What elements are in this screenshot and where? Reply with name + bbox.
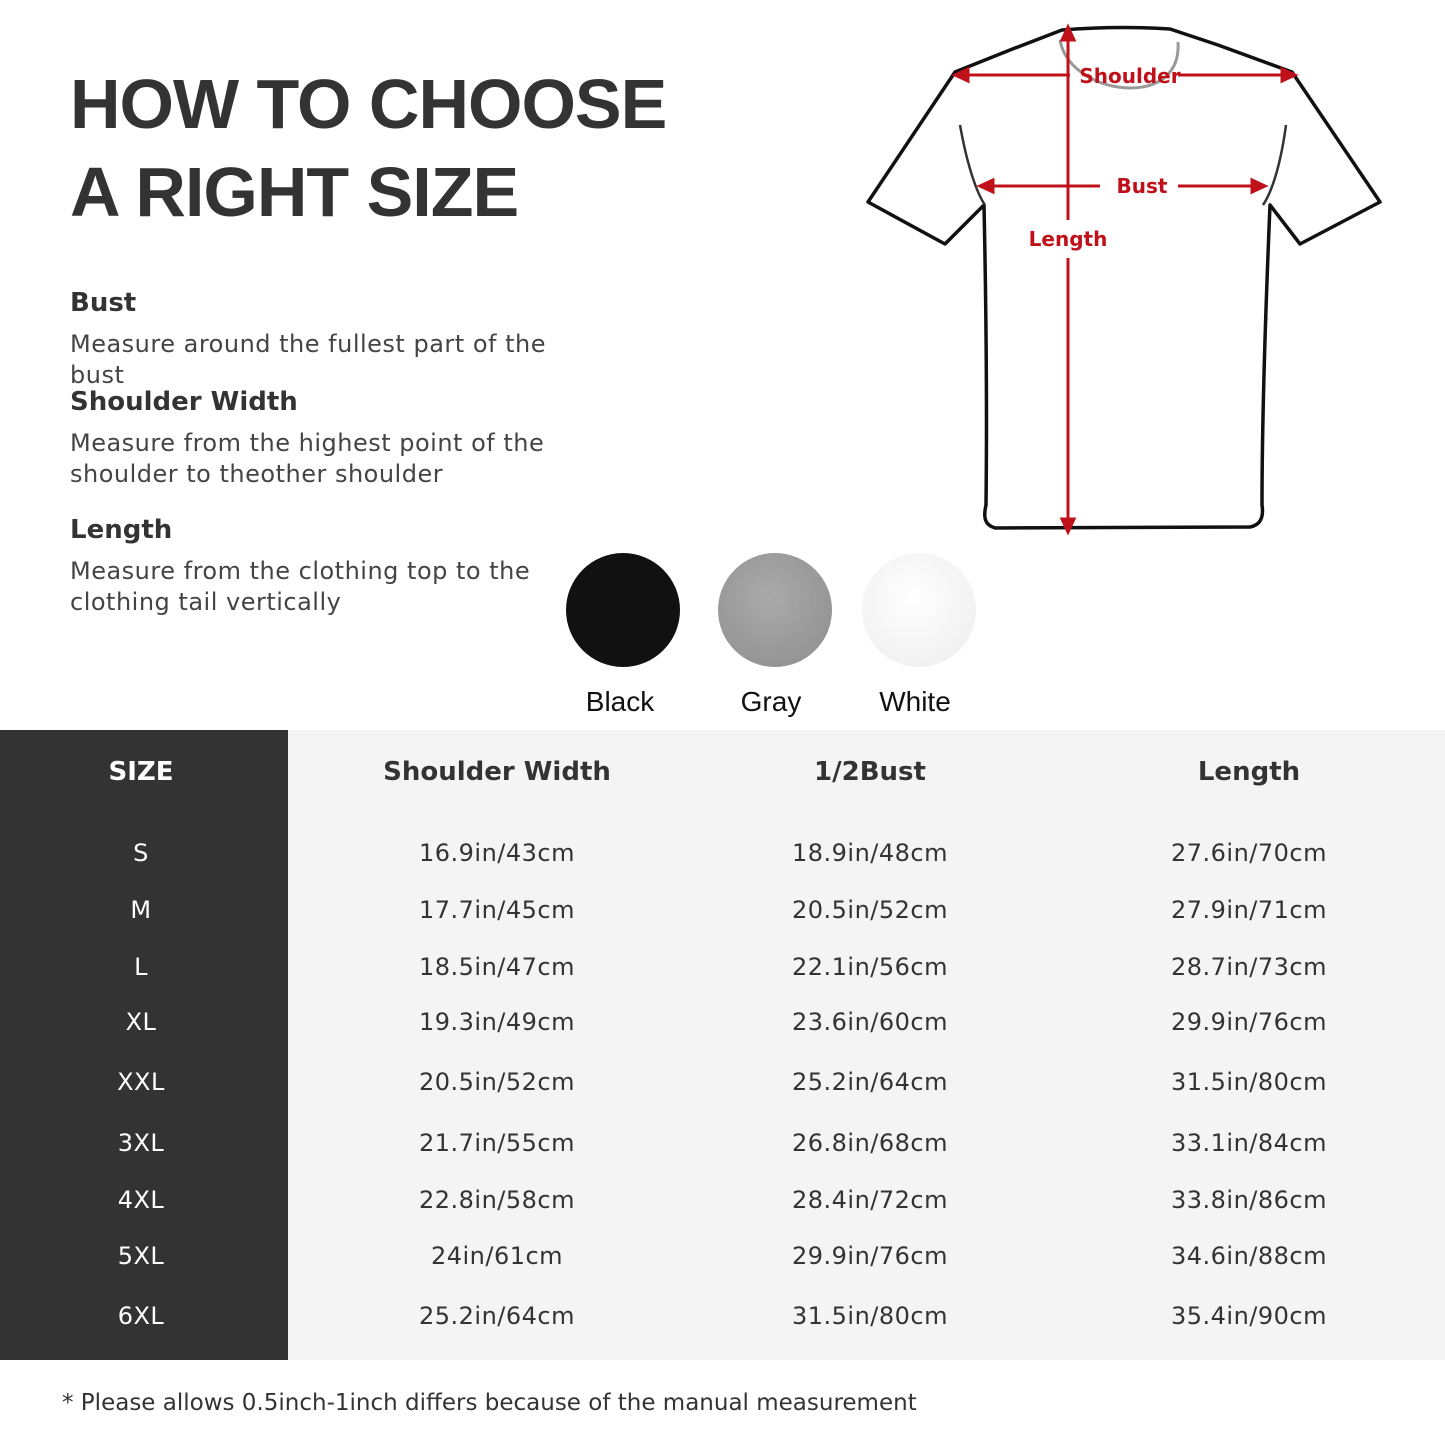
cell-size: 6XL <box>117 1302 165 1330</box>
cell-length: 29.9in/76cm <box>1170 1008 1328 1036</box>
cell-half-bust: 20.5in/52cm <box>791 896 949 924</box>
cell-shoulder-width: 16.9in/43cm <box>418 839 576 867</box>
cell-length: 28.7in/73cm <box>1170 953 1328 981</box>
cell-half-bust: 23.6in/60cm <box>791 1008 949 1036</box>
cell-half-bust: 31.5in/80cm <box>791 1302 949 1330</box>
cell-shoulder-width: 22.8in/58cm <box>418 1186 576 1214</box>
header-size: SIZE <box>108 757 174 787</box>
cell-size: XL <box>125 1008 157 1036</box>
bust-text: Measure around the fullest part of the b… <box>70 330 546 389</box>
measurement-note: * Please allows 0.5inch-1inch differs be… <box>62 1390 917 1416</box>
size-column: SIZE S M L XL XXL 3XL 4XL 5XL 6XL <box>0 730 288 1360</box>
header-half-bust: 1/2Bust <box>814 757 926 787</box>
cell-length: 33.8in/86cm <box>1170 1186 1328 1214</box>
cell-half-bust: 22.1in/56cm <box>791 953 949 981</box>
cell-length: 27.9in/71cm <box>1170 896 1328 924</box>
header-shoulder-width: Shoulder Width <box>383 757 611 787</box>
cell-shoulder-width: 20.5in/52cm <box>418 1068 576 1096</box>
length-heading: Length <box>70 515 173 545</box>
cell-half-bust: 26.8in/68cm <box>791 1129 949 1157</box>
cell-half-bust: 29.9in/76cm <box>791 1242 949 1270</box>
diagram-length-label: Length <box>1029 227 1108 251</box>
color-swatch-white[interactable] <box>862 553 976 667</box>
color-swatch-black[interactable] <box>566 553 680 667</box>
tshirt-outline <box>866 25 1382 530</box>
header-length: Length <box>1197 757 1301 787</box>
color-label-black: Black <box>585 686 655 717</box>
cell-half-bust: 18.9in/48cm <box>791 839 949 867</box>
cell-size: 5XL <box>117 1242 165 1270</box>
shoulder-text: Measure from the highest point of the sh… <box>70 429 545 488</box>
cell-shoulder-width: 19.3in/49cm <box>418 1008 576 1036</box>
cell-half-bust: 25.2in/64cm <box>791 1068 949 1096</box>
bust-heading: Bust <box>70 288 137 318</box>
title-line-2: A RIGHT SIZE <box>70 153 519 231</box>
title-line-1: HOW TO CHOOSE <box>70 65 667 143</box>
cell-size: XXL <box>117 1068 165 1096</box>
tshirt-diagram: Shoulder Bust Length <box>866 23 1382 536</box>
length-text: Measure from the clothing top to the clo… <box>70 557 531 616</box>
color-swatch-gray[interactable] <box>718 553 832 667</box>
cell-size: L <box>134 953 148 981</box>
shoulder-heading: Shoulder Width <box>70 387 298 417</box>
tshirt-collar <box>1058 39 1180 90</box>
cell-length: 35.4in/90cm <box>1170 1302 1328 1330</box>
cell-size: S <box>133 839 149 867</box>
cell-length: 31.5in/80cm <box>1170 1068 1328 1096</box>
cell-shoulder-width: 21.7in/55cm <box>418 1129 576 1157</box>
cell-length: 34.6in/88cm <box>1170 1242 1328 1270</box>
cell-length: 33.1in/84cm <box>1170 1129 1328 1157</box>
cell-shoulder-width: 17.7in/45cm <box>418 896 576 924</box>
diagram-bust-label: Bust <box>1117 174 1168 198</box>
color-label-gray: Gray <box>740 686 802 717</box>
cell-shoulder-width: 24in/61cm <box>430 1242 564 1270</box>
color-label-white: White <box>879 686 951 717</box>
cell-shoulder-width: 18.5in/47cm <box>418 953 576 981</box>
cell-half-bust: 28.4in/72cm <box>791 1186 949 1214</box>
cell-size: M <box>130 896 152 924</box>
cell-shoulder-width: 25.2in/64cm <box>418 1302 576 1330</box>
cell-size: 4XL <box>117 1186 165 1214</box>
cell-size: 3XL <box>117 1129 165 1157</box>
size-table: SIZE S M L XL XXL 3XL 4XL 5XL 6XL Shoulder Width 1… <box>0 730 1445 1360</box>
diagram-shoulder-label: Shoulder <box>1079 64 1180 88</box>
cell-length: 27.6in/70cm <box>1170 839 1328 867</box>
page-title: HOW TO CHOOSE A RIGHT SIZE <box>70 60 667 236</box>
